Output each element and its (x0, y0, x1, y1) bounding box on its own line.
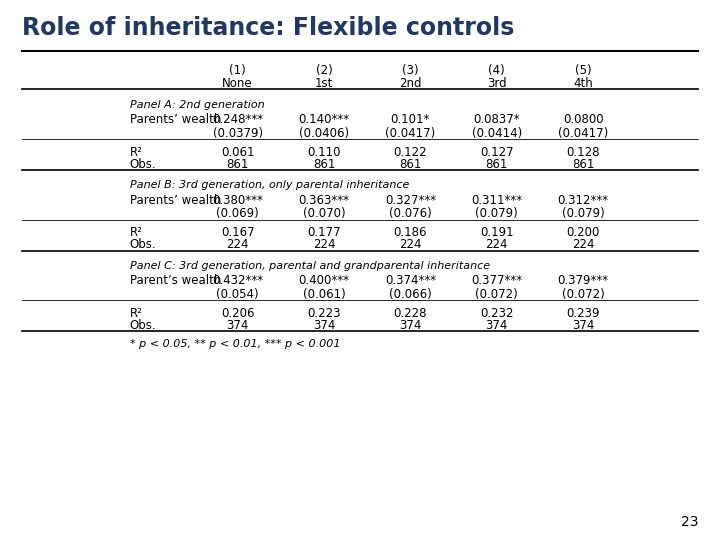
Text: 374: 374 (485, 319, 508, 332)
Text: 0.167: 0.167 (221, 226, 254, 239)
Text: 0.239: 0.239 (567, 307, 600, 320)
Text: (0.069): (0.069) (216, 207, 259, 220)
Text: 0.191: 0.191 (480, 226, 513, 239)
Text: Parents’ wealth: Parents’ wealth (130, 194, 221, 207)
Text: 0.200: 0.200 (567, 226, 600, 239)
Text: (0.0406): (0.0406) (299, 127, 349, 140)
Text: (1): (1) (229, 64, 246, 77)
Text: 861: 861 (226, 158, 249, 171)
Text: R²: R² (130, 226, 143, 239)
Text: Panel B: 3rd generation, only parental inheritance: Panel B: 3rd generation, only parental i… (130, 180, 409, 191)
Text: 0.186: 0.186 (394, 226, 427, 239)
Text: (0.061): (0.061) (302, 288, 346, 301)
Text: 0.122: 0.122 (394, 146, 427, 159)
Text: 224: 224 (226, 238, 249, 251)
Text: * p < 0.05, ** p < 0.01, *** p < 0.001: * p < 0.05, ** p < 0.01, *** p < 0.001 (130, 339, 340, 349)
Text: Obs.: Obs. (130, 158, 156, 171)
Text: (4): (4) (488, 64, 505, 77)
Text: (3): (3) (402, 64, 419, 77)
Text: (0.054): (0.054) (216, 288, 259, 301)
Text: 0.400***: 0.400*** (299, 274, 349, 287)
Text: 861: 861 (572, 158, 595, 171)
Text: (0.070): (0.070) (302, 207, 346, 220)
Text: 0.061: 0.061 (221, 146, 254, 159)
Text: 0.177: 0.177 (307, 226, 341, 239)
Text: 0.379***: 0.379*** (557, 274, 609, 287)
Text: (0.079): (0.079) (475, 207, 518, 220)
Text: 0.377***: 0.377*** (471, 274, 523, 287)
Text: (0.066): (0.066) (389, 288, 432, 301)
Text: 23: 23 (681, 515, 698, 529)
Text: (0.072): (0.072) (562, 288, 605, 301)
Text: 0.327***: 0.327*** (384, 194, 436, 207)
Text: 374: 374 (399, 319, 422, 332)
Text: 224: 224 (399, 238, 422, 251)
Text: 0.0800: 0.0800 (563, 113, 603, 126)
Text: 3rd: 3rd (487, 77, 507, 90)
Text: (0.0414): (0.0414) (472, 127, 522, 140)
Text: (0.0417): (0.0417) (385, 127, 436, 140)
Text: 0.140***: 0.140*** (298, 113, 350, 126)
Text: 0.374***: 0.374*** (384, 274, 436, 287)
Text: 0.363***: 0.363*** (299, 194, 349, 207)
Text: 374: 374 (226, 319, 249, 332)
Text: 0.312***: 0.312*** (557, 194, 609, 207)
Text: 0.228: 0.228 (394, 307, 427, 320)
Text: Obs.: Obs. (130, 319, 156, 332)
Text: 374: 374 (572, 319, 595, 332)
Text: Panel C: 3rd generation, parental and grandparental inheritance: Panel C: 3rd generation, parental and gr… (130, 261, 490, 271)
Text: 224: 224 (572, 238, 595, 251)
Text: 861: 861 (312, 158, 336, 171)
Text: Parent’s wealth: Parent’s wealth (130, 274, 221, 287)
Text: 0.223: 0.223 (307, 307, 341, 320)
Text: (0.0417): (0.0417) (558, 127, 608, 140)
Text: Obs.: Obs. (130, 238, 156, 251)
Text: Role of inheritance: Flexible controls: Role of inheritance: Flexible controls (22, 16, 514, 40)
Text: 861: 861 (485, 158, 508, 171)
Text: 4th: 4th (573, 77, 593, 90)
Text: 0.380***: 0.380*** (212, 194, 263, 207)
Text: (0.079): (0.079) (562, 207, 605, 220)
Text: 2nd: 2nd (399, 77, 422, 90)
Text: (0.076): (0.076) (389, 207, 432, 220)
Text: (0.072): (0.072) (475, 288, 518, 301)
Text: (5): (5) (575, 64, 592, 77)
Text: 0.432***: 0.432*** (212, 274, 264, 287)
Text: 0.311***: 0.311*** (471, 194, 523, 207)
Text: 0.0837*: 0.0837* (474, 113, 520, 126)
Text: 0.110: 0.110 (307, 146, 341, 159)
Text: 0.206: 0.206 (221, 307, 254, 320)
Text: R²: R² (130, 307, 143, 320)
Text: Panel A: 2nd generation: Panel A: 2nd generation (130, 100, 264, 110)
Text: None: None (222, 77, 253, 90)
Text: 861: 861 (399, 158, 422, 171)
Text: R²: R² (130, 146, 143, 159)
Text: 0.128: 0.128 (567, 146, 600, 159)
Text: (2): (2) (315, 64, 333, 77)
Text: 224: 224 (485, 238, 508, 251)
Text: 0.248***: 0.248*** (212, 113, 264, 126)
Text: 374: 374 (312, 319, 336, 332)
Text: (0.0379): (0.0379) (212, 127, 263, 140)
Text: 224: 224 (312, 238, 336, 251)
Text: 0.101*: 0.101* (391, 113, 430, 126)
Text: Parents’ wealth: Parents’ wealth (130, 113, 221, 126)
Text: 1st: 1st (315, 77, 333, 90)
Text: 0.127: 0.127 (480, 146, 513, 159)
Text: 0.232: 0.232 (480, 307, 513, 320)
